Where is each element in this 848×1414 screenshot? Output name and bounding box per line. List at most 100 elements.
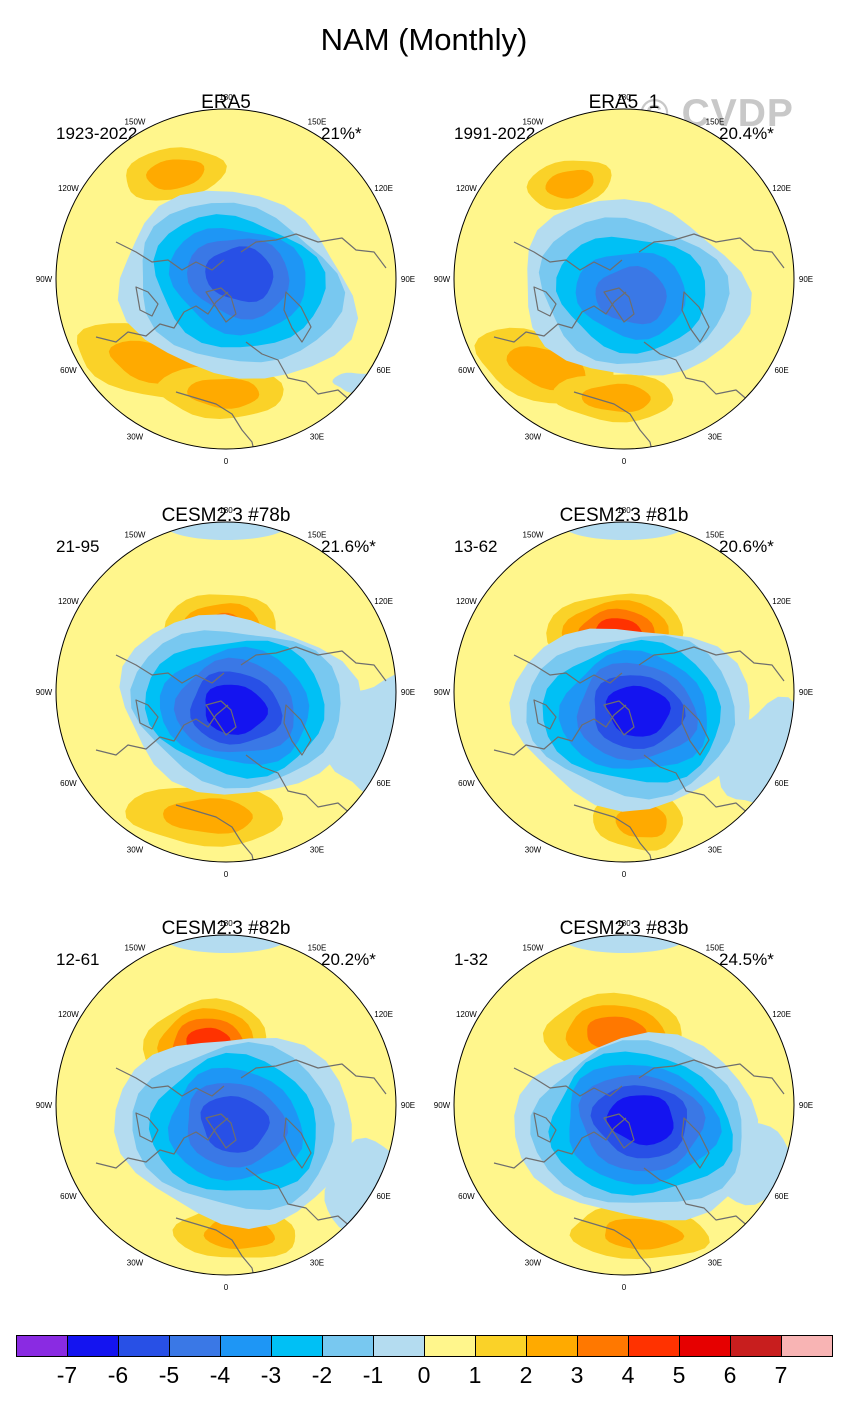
atlantic-positive-anomaly <box>581 383 651 413</box>
longitude-label: 120E <box>374 184 393 193</box>
colorbar-label: -4 <box>209 1362 231 1388</box>
figure-title: NAM (Monthly) <box>320 22 528 57</box>
longitude-label: 90W <box>434 275 451 284</box>
longitude-label: 0 <box>622 457 627 466</box>
panel-period: 1923-2022 <box>56 124 138 143</box>
map-boundary <box>453 521 795 863</box>
pacific-positive-anomaly <box>545 169 594 199</box>
panel-period: 1991-2022 <box>454 124 536 143</box>
colorbar-box <box>781 1335 833 1357</box>
polar-map: 180 150E 120E 90E 60E 30E 0 30W 60W 90W 120W 150W <box>36 506 415 879</box>
longitude-label: 120W <box>58 597 79 606</box>
longitude-label: 120E <box>772 597 791 606</box>
coastline <box>205 1113 237 1149</box>
longitude-label: 30E <box>310 433 324 442</box>
longitude-label: 180 <box>617 93 631 102</box>
map-panel: CESM2.3 #83b 1-32 24.5%* 180 150E 120E 90E 6… <box>434 918 848 1318</box>
longitude-label: 120W <box>456 1010 477 1019</box>
longitude-label: 0 <box>622 1283 627 1292</box>
longitude-label: 60E <box>774 366 788 375</box>
longitude-label: 180 <box>219 93 233 102</box>
longitude-label: 30E <box>708 433 722 442</box>
longitude-label: 90W <box>434 688 451 697</box>
longitude-label: 150W <box>523 117 544 126</box>
longitude-label: 90E <box>799 688 813 697</box>
longitude-label: 30W <box>525 1259 542 1268</box>
longitude-label: 0 <box>622 870 627 879</box>
colorbar-label: 3 <box>570 1362 584 1388</box>
longitude-label: 150W <box>125 117 146 126</box>
panel-title: ERA5 <box>201 92 251 113</box>
longitude-label: 90E <box>401 688 415 697</box>
coastline <box>240 646 387 682</box>
longitude-label: 90W <box>36 1101 53 1110</box>
longitude-label: 90W <box>36 688 53 697</box>
longitude-label: 120W <box>456 597 477 606</box>
map-panel: CESM2.3 #82b 12-61 20.2%* 180 150E 120E 90E… <box>36 918 456 1318</box>
map-boundary <box>55 108 397 450</box>
colorbar-label: -7 <box>56 1362 78 1388</box>
polar-map: 180 150E 120E 90E 60E 30E 0 30W 60W 90W 120W 150W <box>36 93 415 466</box>
map-panel: ERA5 1923-2022 21%* 180 150E 120E 90E 60E 30E… <box>36 92 456 492</box>
panel-period: 21-95 <box>56 537 100 556</box>
longitude-label: 0 <box>224 457 229 466</box>
arctic-negative-anomaly <box>606 1095 674 1146</box>
longitude-label: 90E <box>799 1101 813 1110</box>
longitude-label: 30W <box>127 846 144 855</box>
arctic-negative-anomaly <box>205 246 274 303</box>
longitude-label: 60E <box>376 779 390 788</box>
longitude-label: 90W <box>434 1101 451 1110</box>
coastline <box>533 286 557 317</box>
longitude-label: 180 <box>219 919 233 928</box>
colorbar-label: -6 <box>107 1362 129 1388</box>
longitude-label: 30W <box>525 433 542 442</box>
colorbar-label: 1 <box>468 1362 482 1388</box>
longitude-label: 150W <box>523 943 544 952</box>
coastline <box>681 1117 710 1169</box>
colorbar-label: 2 <box>519 1362 533 1388</box>
longitude-label: 120E <box>772 184 791 193</box>
coastline <box>205 700 237 736</box>
coastline <box>95 704 229 756</box>
arctic-negative-anomaly <box>200 1096 270 1153</box>
colorbar-labels: -7 -6 -5 -4 -3 -2 -1 0 1 2 3 4 5 6 7 <box>0 1362 848 1392</box>
longitude-label: 60W <box>458 1192 475 1201</box>
colorbar-box <box>730 1335 782 1357</box>
longitude-label: 90E <box>401 1101 415 1110</box>
map-boundary <box>55 521 397 863</box>
coastline <box>533 1112 557 1143</box>
panel-period: 12-61 <box>56 950 100 969</box>
panel-variance: 24.5%* <box>719 950 774 969</box>
colorbar-label: 5 <box>672 1362 686 1388</box>
longitude-label: 0 <box>224 1283 229 1292</box>
longitude-label: 180 <box>617 919 631 928</box>
colorbar-label: -3 <box>260 1362 282 1388</box>
coastline <box>115 654 225 684</box>
panel-title: CESM2.3 #82b <box>161 918 291 939</box>
colorbar-box <box>424 1335 476 1357</box>
longitude-label: 120W <box>58 184 79 193</box>
colorbar-label: 4 <box>621 1362 635 1388</box>
coastline <box>95 291 229 343</box>
colorbar-box <box>475 1335 527 1357</box>
map-panel: CESM2.3 #81b 13-62 20.6%* 180 150E 120E 90E… <box>434 505 848 905</box>
arctic-negative-anomaly <box>205 684 268 735</box>
coastline <box>95 1117 229 1169</box>
coastline <box>240 233 387 269</box>
panel-period: 1-32 <box>454 950 489 969</box>
longitude-label: 60E <box>774 1192 788 1201</box>
coastline <box>283 291 312 343</box>
map-boundary <box>453 934 795 1276</box>
coastline <box>493 1117 627 1169</box>
coastline <box>638 646 785 682</box>
colorbar-box <box>526 1335 578 1357</box>
coastline <box>115 241 225 271</box>
colorbar-box <box>220 1335 272 1357</box>
coastline <box>135 1112 159 1143</box>
panel-title: CESM2.3 #78b <box>161 505 291 526</box>
longitude-label: 60E <box>376 366 390 375</box>
coastline <box>135 286 159 317</box>
longitude-label: 90W <box>36 275 53 284</box>
coastline <box>603 287 635 323</box>
map-boundary <box>453 108 795 450</box>
